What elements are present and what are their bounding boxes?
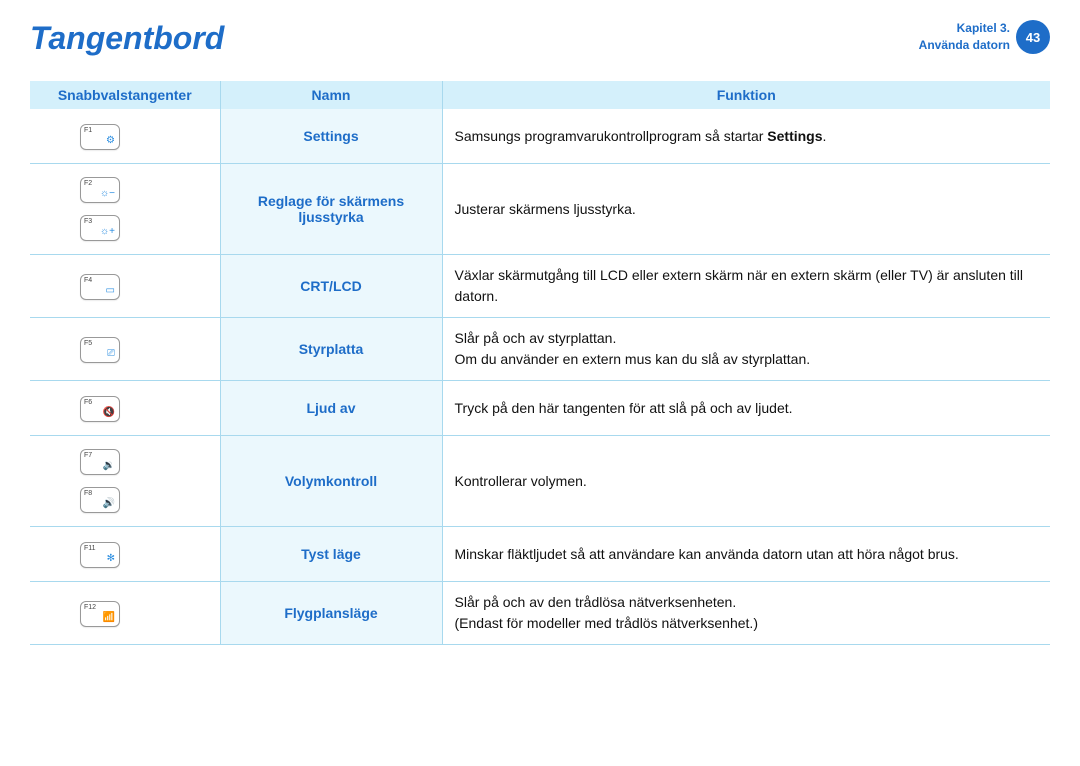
cell-name: Settings	[220, 109, 442, 164]
table-row: F4 ▭ CRT/LCD Växlar skärmutgång till LCD…	[30, 255, 1050, 318]
cell-keys: F5 ⎚	[30, 318, 220, 381]
touchpad-icon: ⎚	[107, 349, 115, 359]
key-label: F6	[84, 399, 92, 406]
col-header-name: Namn	[220, 81, 442, 109]
key-f2: F2 ☼−	[80, 177, 120, 203]
cell-name: Flygplansläge	[220, 582, 442, 645]
fan-icon: ✻	[107, 554, 115, 564]
col-header-keys: Snabbvalstangenter	[30, 81, 220, 109]
table-row: F12 📶 Flygplansläge Slår på och av den t…	[30, 582, 1050, 645]
func-line2: (Endast för modeller med trådlös nätverk…	[455, 613, 1039, 634]
chapter-text: Kapitel 3. Använda datorn	[919, 20, 1010, 54]
table-row: F7 🔉 F8 🔊 Volymkontroll Kontrollerar vol…	[30, 436, 1050, 527]
key-label: F11	[84, 545, 96, 552]
cell-name: Ljud av	[220, 381, 442, 436]
settings-icon: ⚙	[106, 136, 115, 146]
key-label: F3	[84, 218, 92, 225]
chapter-block: Kapitel 3. Använda datorn 43	[919, 20, 1050, 54]
key-label: F5	[84, 340, 92, 347]
key-f8: F8 🔊	[80, 487, 120, 513]
key-label: F7	[84, 452, 92, 459]
func-text-pre: Samsungs programvarukontrollprogram så s…	[455, 128, 768, 144]
cell-keys: F12 📶	[30, 582, 220, 645]
cell-func: Samsungs programvarukontrollprogram så s…	[442, 109, 1050, 164]
cell-name: Styrplatta	[220, 318, 442, 381]
cell-name: Reglage för skärmens ljusstyrka	[220, 164, 442, 255]
page-header: Tangentbord Kapitel 3. Använda datorn 43	[30, 20, 1050, 57]
cell-keys: F4 ▭	[30, 255, 220, 318]
key-f5: F5 ⎚	[80, 337, 120, 363]
page-title: Tangentbord	[30, 20, 224, 57]
key-f3: F3 ☼+	[80, 215, 120, 241]
volume-up-icon: 🔊	[103, 499, 115, 509]
cell-func: Minskar fläktljudet så att användare kan…	[442, 527, 1050, 582]
func-line1: Slår på och av den trådlösa nätverksenhe…	[455, 592, 1039, 613]
table-row: F11 ✻ Tyst läge Minskar fläktljudet så a…	[30, 527, 1050, 582]
cell-keys: F7 🔉 F8 🔊	[30, 436, 220, 527]
cell-func: Justerar skärmens ljusstyrka.	[442, 164, 1050, 255]
func-text-bold: Settings	[767, 128, 822, 144]
hotkey-table: Snabbvalstangenter Namn Funktion F1 ⚙ Se…	[30, 81, 1050, 645]
key-f12: F12 📶	[80, 601, 120, 627]
key-label: F12	[84, 604, 96, 611]
cell-keys: F6 🔇	[30, 381, 220, 436]
table-row: F6 🔇 Ljud av Tryck på den här tangenten …	[30, 381, 1050, 436]
cell-keys: F1 ⚙	[30, 109, 220, 164]
func-text-post: .	[823, 128, 827, 144]
table-row: F5 ⎚ Styrplatta Slår på och av styrplatt…	[30, 318, 1050, 381]
volume-down-icon: 🔉	[103, 461, 115, 471]
key-f1: F1 ⚙	[80, 124, 120, 150]
page-number-badge: 43	[1016, 20, 1050, 54]
key-f4: F4 ▭	[80, 274, 120, 300]
cell-name: Tyst läge	[220, 527, 442, 582]
wireless-icon: 📶	[103, 613, 115, 623]
document-page: Tangentbord Kapitel 3. Använda datorn 43…	[0, 0, 1080, 675]
cell-name: Volymkontroll	[220, 436, 442, 527]
key-label: F8	[84, 490, 92, 497]
cell-name: CRT/LCD	[220, 255, 442, 318]
key-label: F1	[84, 127, 92, 134]
display-icon: ▭	[106, 286, 115, 296]
chapter-line2: Använda datorn	[919, 37, 1010, 54]
table-row: F1 ⚙ Settings Samsungs programvarukontro…	[30, 109, 1050, 164]
col-header-func: Funktion	[442, 81, 1050, 109]
key-f11: F11 ✻	[80, 542, 120, 568]
mute-icon: 🔇	[103, 408, 115, 418]
chapter-line1: Kapitel 3.	[919, 20, 1010, 37]
brightness-up-icon: ☼+	[100, 227, 115, 237]
cell-func: Kontrollerar volymen.	[442, 436, 1050, 527]
cell-keys: F2 ☼− F3 ☼+	[30, 164, 220, 255]
cell-func: Slår på och av styrplattan. Om du använd…	[442, 318, 1050, 381]
func-line1: Slår på och av styrplattan.	[455, 328, 1039, 349]
key-f7: F7 🔉	[80, 449, 120, 475]
cell-func: Slår på och av den trådlösa nätverksenhe…	[442, 582, 1050, 645]
key-label: F2	[84, 180, 92, 187]
key-f6: F6 🔇	[80, 396, 120, 422]
brightness-down-icon: ☼−	[100, 189, 115, 199]
cell-func: Växlar skärmutgång till LCD eller extern…	[442, 255, 1050, 318]
key-label: F4	[84, 277, 92, 284]
cell-keys: F11 ✻	[30, 527, 220, 582]
cell-func: Tryck på den här tangenten för att slå p…	[442, 381, 1050, 436]
table-row: F2 ☼− F3 ☼+ Reglage för skärmens ljussty…	[30, 164, 1050, 255]
table-header-row: Snabbvalstangenter Namn Funktion	[30, 81, 1050, 109]
func-line2: Om du använder en extern mus kan du slå …	[455, 349, 1039, 370]
